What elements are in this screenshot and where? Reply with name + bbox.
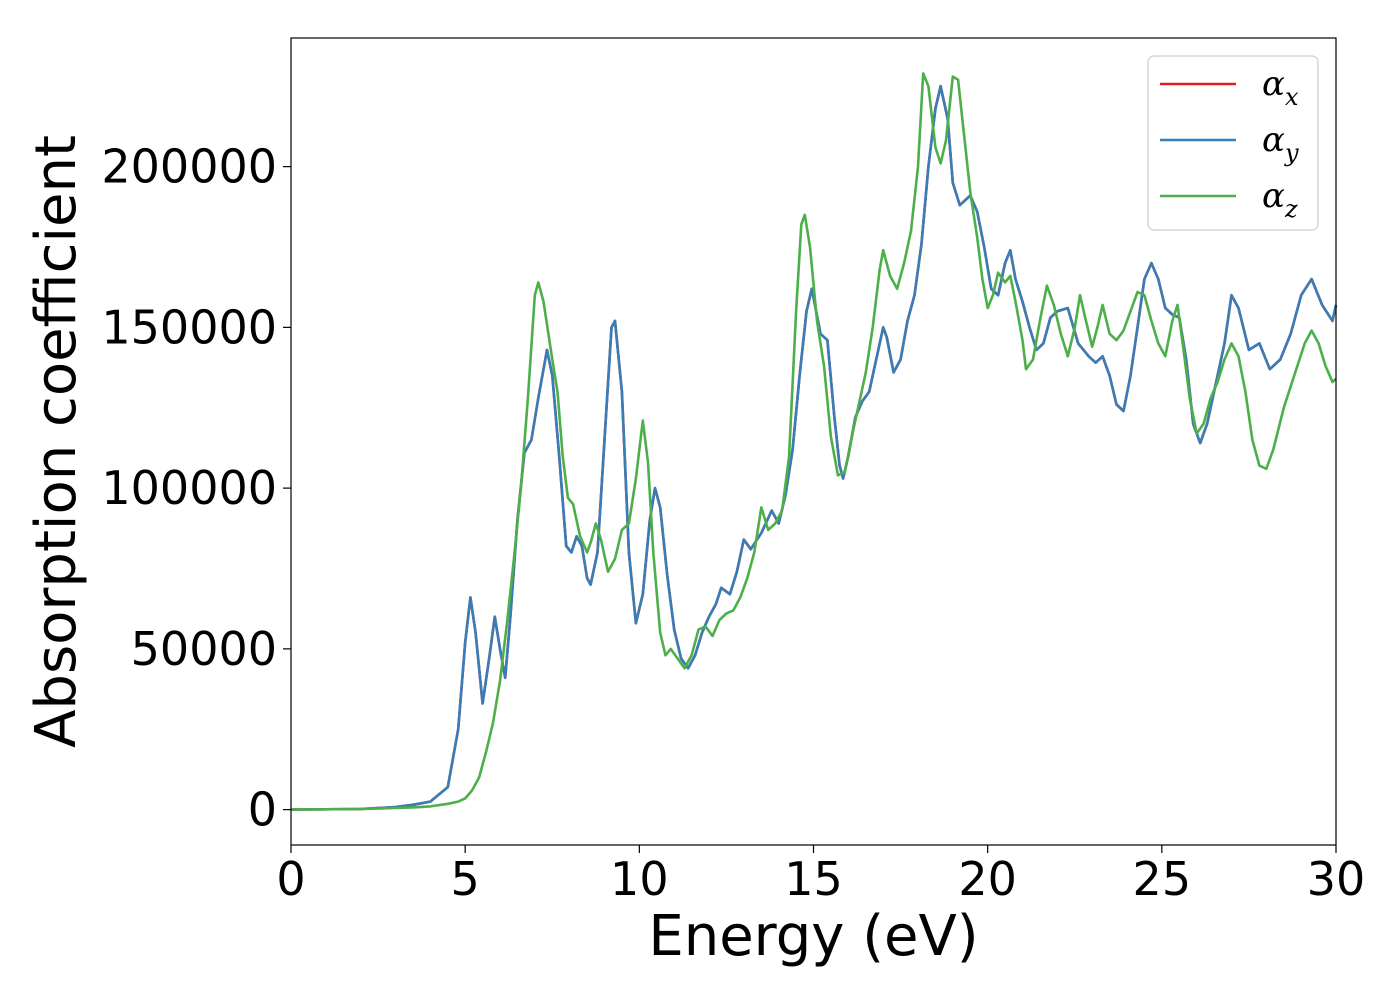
x-axis-label: Energy (eV) — [648, 904, 978, 969]
y-tick-label: 200000 — [101, 140, 277, 194]
y-tick-label: 0 — [248, 783, 277, 837]
legend-box — [1147, 55, 1319, 231]
series-line-z — [290, 72, 1337, 811]
x-tick-label: 10 — [610, 852, 669, 906]
x-tick-label: 25 — [1133, 852, 1192, 906]
y-tick-label: 100000 — [101, 461, 277, 515]
y-tick-label: 50000 — [131, 622, 277, 676]
legend-subscript: y — [1284, 139, 1299, 167]
y-tick-label: 150000 — [101, 300, 277, 354]
x-tick-label: 15 — [784, 852, 843, 906]
legend-subscript: z — [1284, 195, 1298, 223]
series-layer — [290, 72, 1338, 811]
legend-label-x: αx — [1262, 64, 1299, 111]
x-axis: 0 5 10 15 20 25 30 — [276, 845, 1365, 906]
legend-label-z: αz — [1262, 176, 1298, 223]
x-tick-label: 20 — [958, 852, 1017, 906]
legend-alpha: α — [1262, 176, 1285, 216]
x-tick-label: 30 — [1307, 852, 1366, 906]
x-tick-label: 5 — [451, 852, 480, 906]
legend-label-y: αy — [1262, 120, 1299, 167]
legend-alpha: α — [1262, 64, 1285, 104]
y-axis: 0 50000 100000 150000 200000 — [101, 140, 291, 837]
x-tick-label: 0 — [276, 852, 305, 906]
legend-alpha: α — [1262, 120, 1285, 160]
y-axis-label: Absorption coefficient — [24, 135, 89, 748]
legend-subscript: x — [1285, 83, 1299, 111]
